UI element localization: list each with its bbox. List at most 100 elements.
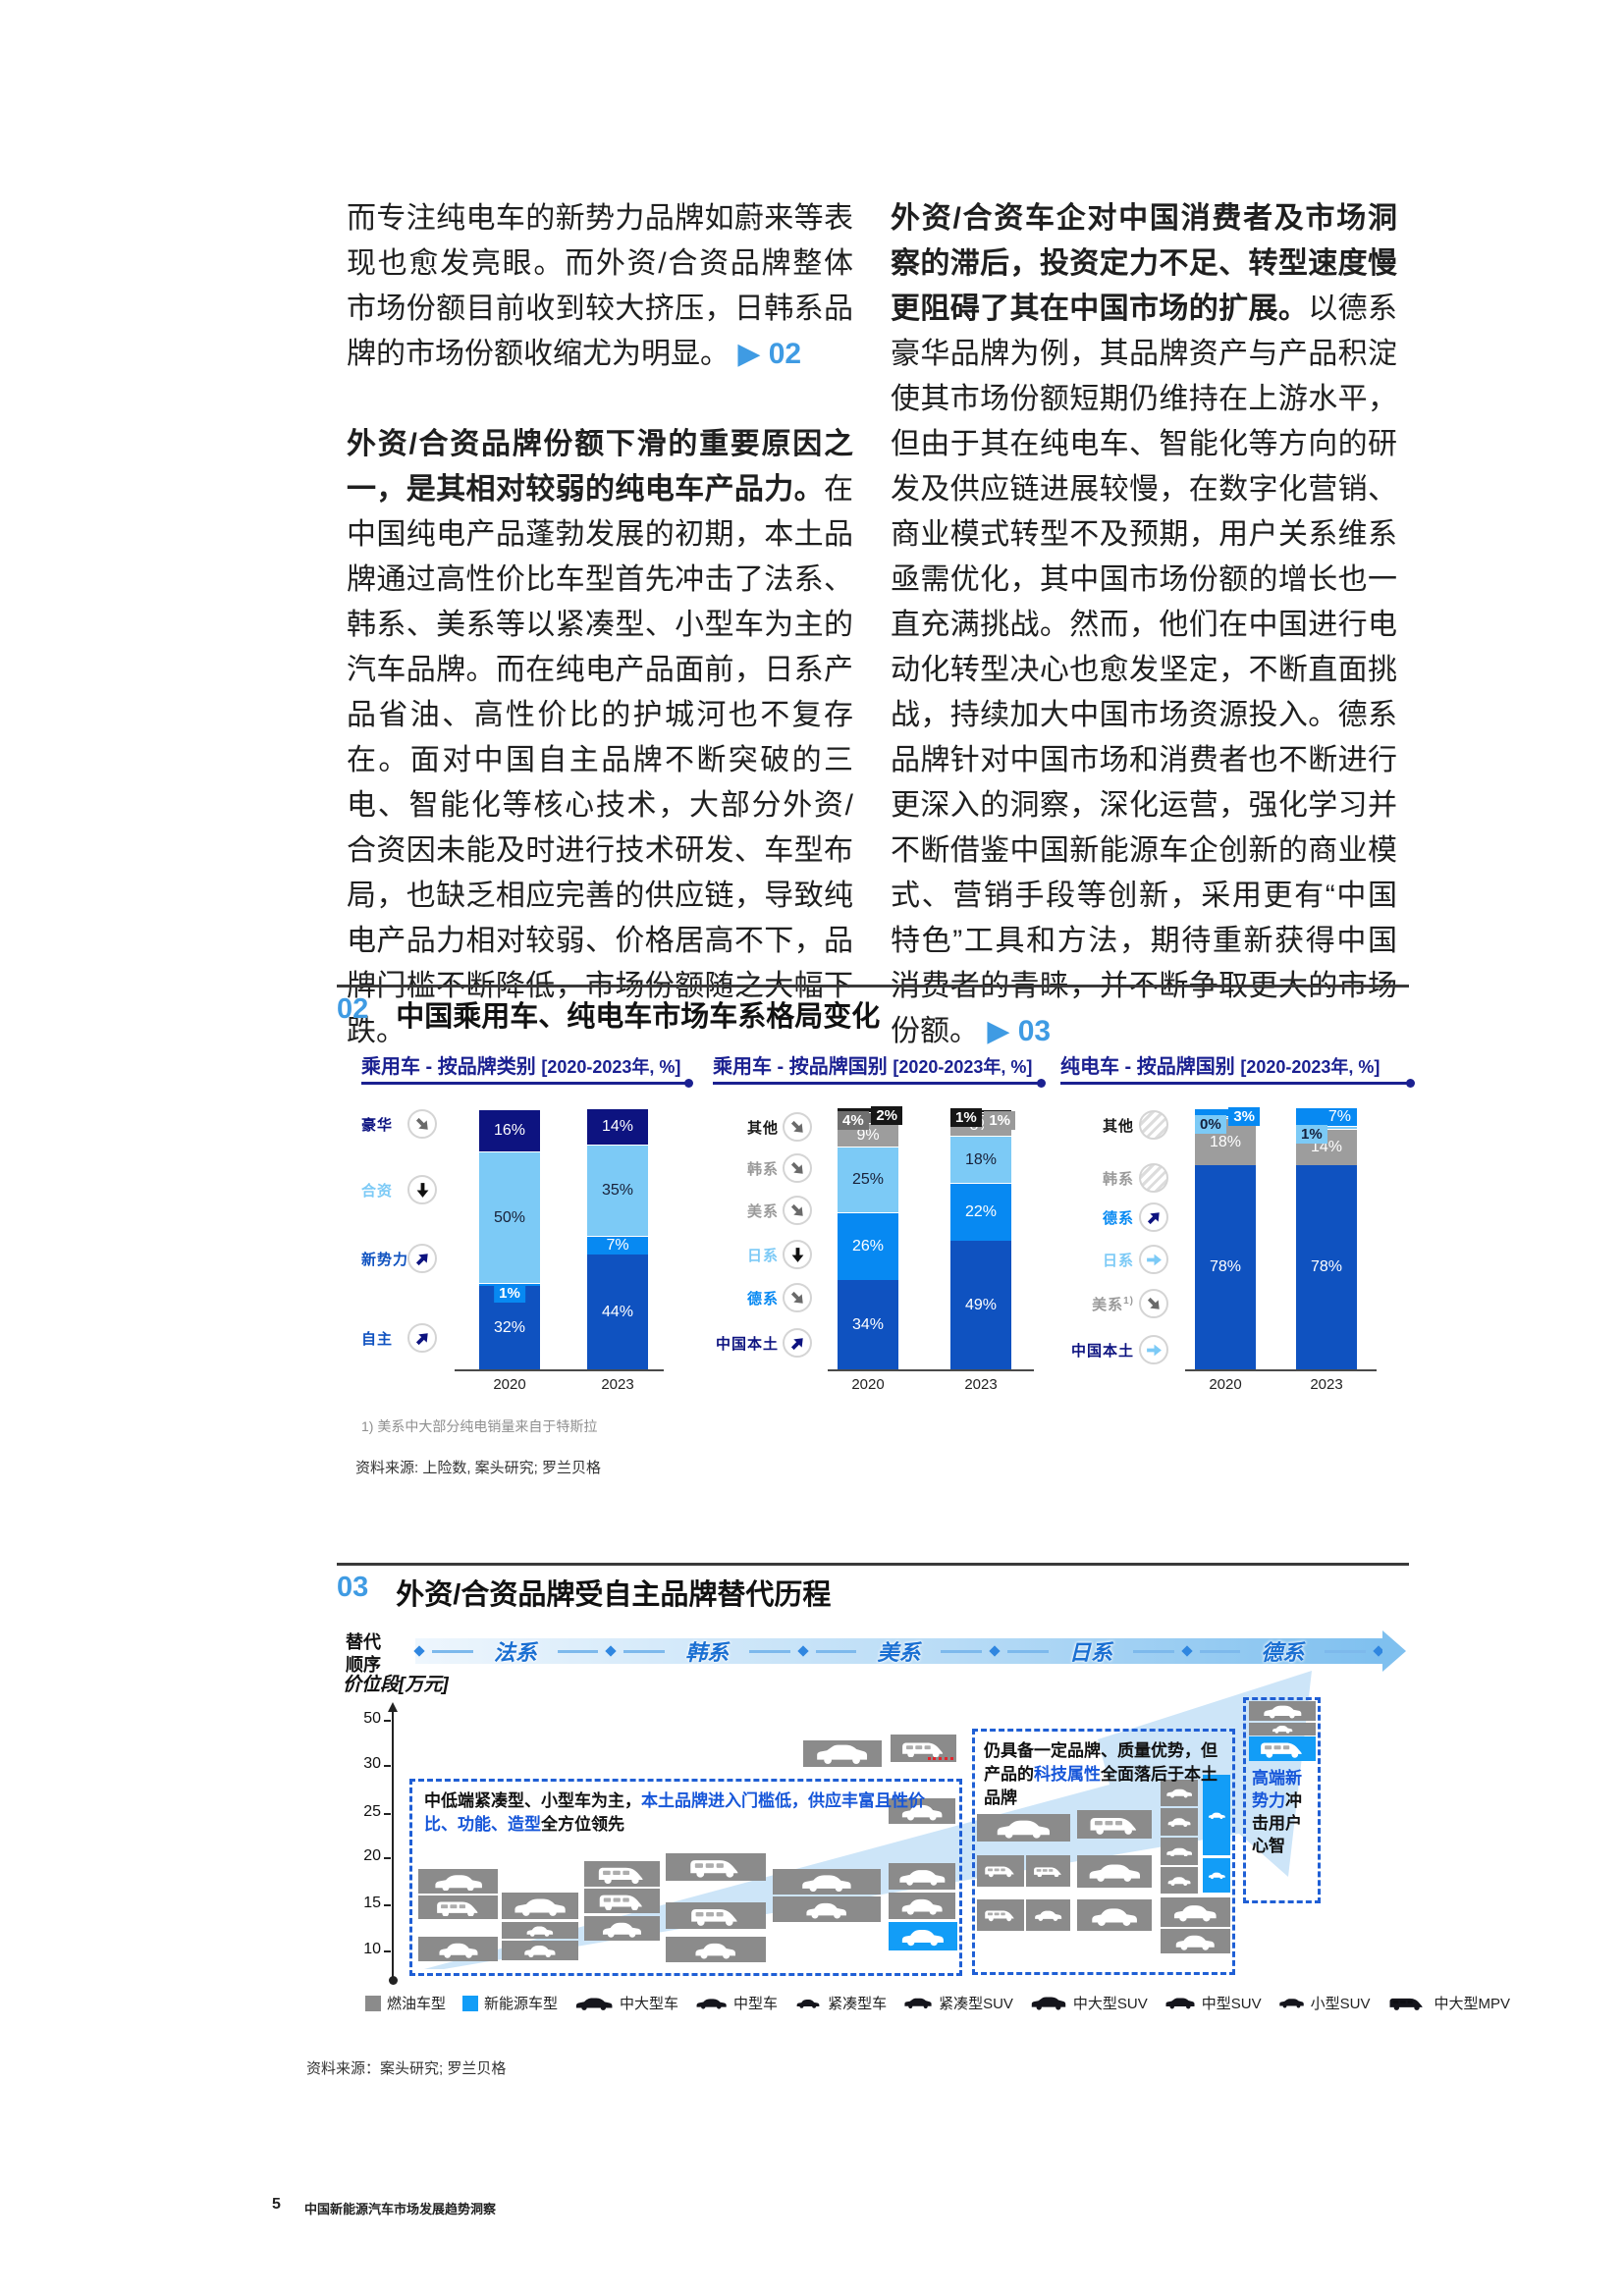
diamond-icon bbox=[413, 1645, 425, 1657]
replacement-order-label: 替代 顺序 bbox=[346, 1631, 389, 1677]
brand-label-德系: 德系 bbox=[1261, 1640, 1305, 1665]
legend-mpv-icon bbox=[1386, 1996, 1428, 2010]
body-text: 在中国纯电产品蓬勃发展的初期，本土品牌通过高性价比车型首先冲击了法系、韩系、美系… bbox=[347, 473, 853, 1047]
callout-text: 中低端紧凑型、小型车为主， bbox=[424, 1791, 641, 1810]
fuel-mpv-tile bbox=[418, 1896, 498, 1919]
ev-mpv-tile bbox=[1249, 1736, 1316, 1761]
compact-icon bbox=[603, 1922, 641, 1938]
bar-2020: 0% 3% 18% 78% bbox=[1195, 1107, 1260, 1369]
seg-中国本土-2020: 78% bbox=[1195, 1165, 1256, 1369]
trend-ur-arrow-icon bbox=[407, 1244, 437, 1273]
fuel-compact-tile bbox=[1077, 1899, 1152, 1931]
connector-line bbox=[1007, 1649, 1049, 1653]
legend-item: 紧凑型车 bbox=[794, 1993, 887, 2013]
legend-label-韩系: 韩系 bbox=[1102, 1171, 1134, 1188]
fuel-compact-tile bbox=[1161, 1897, 1230, 1927]
sedan-icon bbox=[998, 1820, 1051, 1839]
red-underline-mark bbox=[928, 1757, 953, 1760]
trend-dr-arrow-icon bbox=[407, 1109, 437, 1139]
section-02-header: 02 中国乘用车、纯电车市场车系格局变化 bbox=[337, 993, 880, 1035]
legend-label-德系: 德系 bbox=[1102, 1210, 1134, 1227]
trend-d-arrow-icon bbox=[407, 1175, 437, 1204]
trend-ur-arrow-icon bbox=[783, 1328, 812, 1358]
ev-compact-tile bbox=[889, 1922, 957, 1950]
year-label: 2020 bbox=[493, 1376, 526, 1393]
ev-compact-tile bbox=[1203, 1775, 1230, 1855]
footnote: 1) 美系中大部分纯电销量来自于特斯拉 bbox=[361, 1418, 598, 1434]
mpv-icon bbox=[1260, 1742, 1302, 1758]
fuel-suv-tile bbox=[803, 1740, 882, 1767]
fuel-compact-tile bbox=[1161, 1808, 1198, 1836]
legend-item: 中型车 bbox=[695, 1993, 778, 2013]
bar-2023: 1% 7% 14% 78% bbox=[1296, 1107, 1357, 1369]
ev-compact-tile bbox=[1203, 1858, 1230, 1893]
trend-dr-arrow-icon bbox=[783, 1196, 812, 1225]
compact-icon bbox=[901, 1899, 943, 1915]
fuel-compact-tile bbox=[418, 1937, 498, 1961]
seg-中国本土-2023: 49% bbox=[950, 1241, 1011, 1369]
price-axis-dot bbox=[389, 1976, 398, 1985]
mpv-icon bbox=[598, 1867, 643, 1884]
legend-item: 新能源车型 bbox=[462, 1993, 558, 2013]
compact-icon bbox=[526, 1926, 554, 1937]
callout-日系-2020: 0% bbox=[1195, 1115, 1226, 1134]
legend-label-美系: 美系1) bbox=[1092, 1296, 1134, 1313]
legend-label: 燃油车型 bbox=[387, 1996, 447, 2012]
seg-新势力-2023: 7% bbox=[587, 1236, 648, 1255]
callout-text: 全方位领先 bbox=[541, 1815, 624, 1834]
diamond-icon bbox=[989, 1645, 1001, 1657]
year-label: 2023 bbox=[1310, 1376, 1343, 1393]
brand-label-韩系: 韩系 bbox=[685, 1640, 730, 1665]
legend-item: 中大型SUV bbox=[1030, 1993, 1148, 2013]
sedan-icon bbox=[899, 1870, 946, 1886]
legend-compact-icon bbox=[794, 1996, 822, 2010]
fuel-compact-tile bbox=[1161, 1867, 1198, 1894]
legend-suv-icon bbox=[1278, 1996, 1305, 2010]
fuel-compact-tile bbox=[1249, 1723, 1316, 1735]
legend-label: 紧凑型车 bbox=[828, 1996, 888, 2012]
mpv-icon bbox=[985, 1910, 1014, 1922]
brand-label-美系: 美系 bbox=[877, 1640, 921, 1665]
callout-text: 冲击用户心智 bbox=[1252, 1791, 1302, 1855]
diamond-icon bbox=[605, 1645, 618, 1657]
legend-label-豪华: 豪华 bbox=[361, 1117, 394, 1134]
ytick-20: 20 bbox=[363, 1847, 381, 1864]
hatch-circle-icon bbox=[1139, 1110, 1168, 1140]
sedan-icon bbox=[434, 1875, 482, 1892]
seg-自主-2023: 44% bbox=[587, 1255, 648, 1369]
brand-label-法系: 法系 bbox=[493, 1640, 537, 1665]
mpv-icon bbox=[690, 1860, 738, 1878]
legend-label-美系: 美系 bbox=[746, 1203, 779, 1220]
mpv-icon bbox=[901, 1742, 943, 1758]
seg-中国本土-2023: 78% bbox=[1296, 1165, 1357, 1369]
callout-text-blue: 高端新势力 bbox=[1252, 1769, 1302, 1810]
bar-2023: 1%1%8%18%22%49% bbox=[950, 1108, 1015, 1369]
callout-其他-2023: 1% bbox=[950, 1108, 982, 1127]
callout-text: 全面落后于本土品牌 bbox=[984, 1765, 1218, 1807]
sedan-icon bbox=[1166, 1789, 1192, 1798]
body-text: 以德系豪华品牌为例，其品牌资产与产品积淀使其市场份额短期仍维持在上游水平，但由于… bbox=[891, 293, 1397, 1047]
fuel-sedan-tile bbox=[1161, 1780, 1198, 1806]
chart-panel-2: 乘用车 - 按品牌国别 [2020-2023年, %] 其他 韩系 美系 日系 德系 中国本… bbox=[705, 1041, 1051, 1406]
fuel-sedan-tile bbox=[889, 1863, 955, 1890]
seg-德系-2023: 7% bbox=[1296, 1107, 1357, 1126]
seg-日系-2023: 18% bbox=[950, 1136, 1011, 1183]
source-line-03: 资料来源：案头研究; 罗兰贝格 bbox=[306, 2060, 507, 2077]
trend-dr-arrow-icon bbox=[783, 1283, 812, 1312]
fuel-compact-tile bbox=[889, 1893, 955, 1919]
legend-label: 紧凑型SUV bbox=[939, 1996, 1013, 2012]
brand-timeline-arrow: 法系 韩系 美系 日系 德系 bbox=[413, 1638, 1384, 1665]
year-label: 2020 bbox=[1209, 1376, 1242, 1393]
sedan-icon bbox=[1166, 1847, 1192, 1857]
fuel-compact-tile bbox=[1161, 1929, 1230, 1953]
callout-box-premium bbox=[1243, 1697, 1321, 1903]
sedan-icon bbox=[802, 1875, 851, 1892]
sedan-icon bbox=[1264, 1705, 1302, 1719]
callout-box-mid bbox=[972, 1729, 1235, 1975]
trend-dr-arrow-icon bbox=[783, 1153, 812, 1183]
fuel-mpv-tile bbox=[977, 1899, 1024, 1931]
price-axis-line bbox=[392, 1711, 394, 1978]
sedan-icon bbox=[1089, 1864, 1140, 1882]
callout-韩系-2023: 1% bbox=[984, 1111, 1015, 1130]
vehicle-legend: 燃油车型 新能源车型 中大型车 中型车 紧凑型车 紧凑型SUV 中大型SUV 中型SUV 小型S… bbox=[365, 1993, 1510, 2013]
